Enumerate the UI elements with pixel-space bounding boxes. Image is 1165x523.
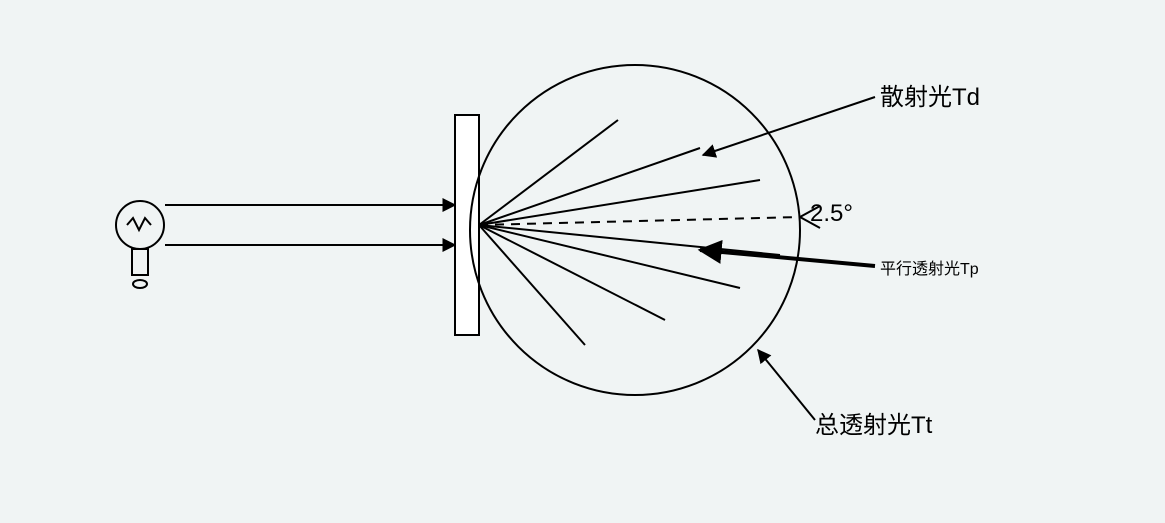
sample-plate bbox=[455, 115, 479, 335]
label-scatter-light: 散射光Td bbox=[880, 77, 980, 112]
background bbox=[0, 0, 1165, 523]
label-angle-value: 2.5° bbox=[810, 200, 853, 228]
label-parallel-light: 平行透射光Tp bbox=[880, 255, 979, 279]
label-total-light: 总透射光Tt bbox=[815, 405, 932, 440]
diagram-svg bbox=[0, 0, 1165, 523]
diagram-canvas: 散射光Td 2.5° 平行透射光Tp 总透射光Tt bbox=[0, 0, 1165, 523]
